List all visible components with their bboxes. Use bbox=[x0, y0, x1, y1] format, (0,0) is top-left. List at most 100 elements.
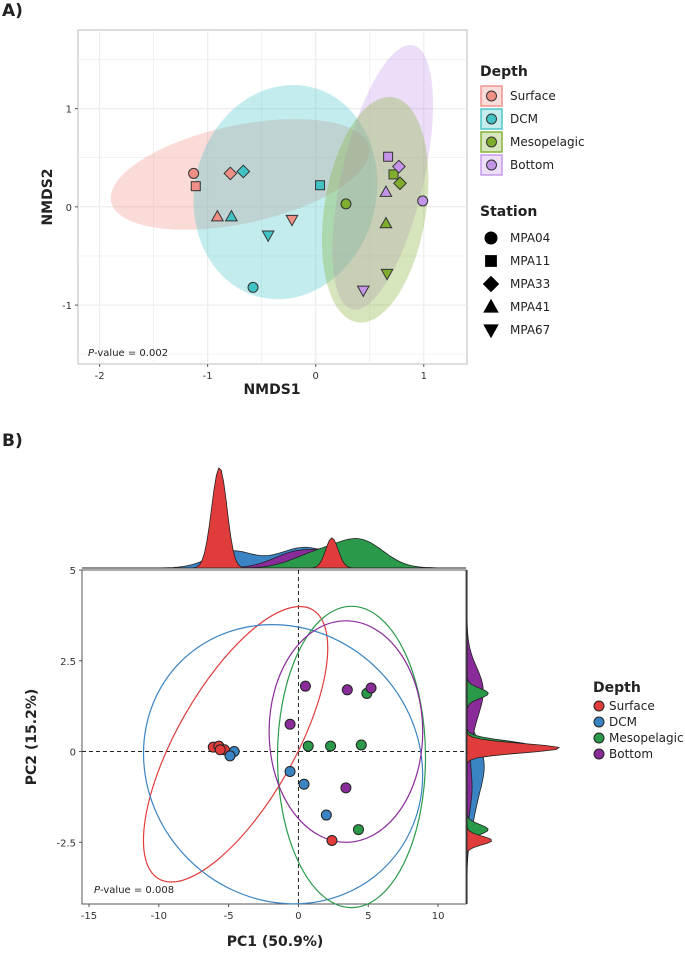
legend-marker-mesopelagic bbox=[486, 136, 497, 148]
y-tick-label: -1 bbox=[62, 301, 72, 312]
point-surface-mpa41 bbox=[210, 209, 224, 222]
panel-b: B) -15 -10 -5 0 5 10 -2.5 0 2.5 5 P-value = 0.008… bbox=[2, 431, 684, 950]
legend-shape-mpa41 bbox=[483, 298, 499, 313]
point-bottom-mpa11 bbox=[383, 151, 394, 162]
panel-a: A) -2 -1 0 1 -1 0 1 P-value = 0.002 NMDS1 NMDS… bbox=[2, 1, 585, 398]
legend-shape-mpa11 bbox=[485, 255, 497, 267]
point-bottom-mpa04 bbox=[417, 195, 429, 207]
ellipse-dcm bbox=[193, 84, 378, 300]
legend-label-bottom: Bottom bbox=[510, 158, 554, 172]
panel-b-legend: Depth Surface DCM Mesopelagic Bottom bbox=[593, 680, 684, 761]
y-tick-label: 0 bbox=[70, 748, 76, 759]
x-tick-label: -2 bbox=[95, 371, 105, 382]
panel-b-points bbox=[207, 680, 377, 846]
point-dcm-mpa41 bbox=[224, 209, 239, 222]
point-bottom bbox=[299, 680, 311, 692]
point-mesopelagic bbox=[302, 740, 314, 752]
legend-label-dcm: DCM bbox=[609, 715, 637, 729]
legend-shape-mpa33 bbox=[482, 275, 500, 293]
panel-a-legend-station-title: Station bbox=[480, 204, 537, 220]
point-dcm bbox=[320, 809, 332, 821]
panel-a-ylabel: NMDS2 bbox=[40, 168, 56, 225]
panel-a-ticks: -2 -1 0 1 -1 0 1 bbox=[62, 105, 427, 382]
y-tick-label: 0 bbox=[66, 203, 72, 214]
point-dcm bbox=[284, 765, 296, 777]
point-dcm-mpa33 bbox=[236, 164, 251, 179]
panel-b-xlabel: PC1 (50.9%) bbox=[227, 934, 324, 950]
ellipse-mesopelagic bbox=[276, 605, 427, 909]
panel-b-ylabel: PC2 (15.2%) bbox=[24, 689, 40, 786]
point-dcm-mpa11 bbox=[315, 180, 326, 191]
legend-label-mpa67: MPA67 bbox=[510, 323, 550, 337]
legend-marker-bottom bbox=[486, 159, 497, 171]
panel-a-legend-station: Station MPA04 MPA11 MPA33 MPA41 MPA67 bbox=[480, 204, 550, 339]
x-tick-label: 10 bbox=[432, 911, 445, 922]
legend-label-bottom: Bottom bbox=[609, 747, 653, 761]
x-tick-label: -1 bbox=[203, 371, 213, 382]
legend-marker-dcm bbox=[593, 716, 605, 728]
x-tick-label: 1 bbox=[421, 371, 427, 382]
point-mesopelagic-mpa41 bbox=[379, 216, 393, 229]
legend-marker-surface bbox=[486, 90, 497, 102]
x-tick-label: -10 bbox=[151, 911, 167, 922]
point-surface bbox=[326, 834, 338, 846]
point-surface-mpa04 bbox=[188, 167, 200, 179]
legend-label-mpa41: MPA41 bbox=[510, 300, 550, 314]
point-bottom bbox=[365, 682, 377, 694]
ellipse-bottom bbox=[332, 44, 434, 310]
legend-marker-dcm bbox=[486, 113, 497, 125]
y-tick-label: 5 bbox=[70, 566, 76, 577]
point-mesopelagic-mpa11 bbox=[388, 169, 399, 180]
y-tick-label: 2.5 bbox=[60, 657, 76, 668]
panel-b-top-density bbox=[82, 467, 466, 569]
panel-a-grid bbox=[78, 30, 467, 364]
legend-label-surface: Surface bbox=[510, 89, 556, 103]
panel-a-pvalue: P-value = 0.002 bbox=[88, 348, 168, 359]
y-tick-label: -2.5 bbox=[56, 838, 76, 849]
panel-b-label: B) bbox=[2, 431, 23, 451]
point-dcm bbox=[298, 778, 310, 790]
panel-a-points bbox=[188, 151, 429, 298]
legend-marker-surface bbox=[593, 700, 605, 712]
legend-label-mesopelagic: Mesopelagic bbox=[510, 135, 585, 149]
point-dcm-mpa04 bbox=[247, 281, 259, 293]
ellipse-dcm bbox=[142, 624, 424, 905]
point-dcm bbox=[224, 750, 236, 762]
panel-b-legend-title: Depth bbox=[593, 680, 641, 696]
point-mesopelagic-mpa33 bbox=[393, 176, 407, 191]
point-dcm-mpa67 bbox=[261, 230, 275, 243]
panel-a-legend-depth-title: Depth bbox=[480, 64, 528, 80]
x-tick-label: -15 bbox=[81, 911, 97, 922]
point-mesopelagic bbox=[355, 739, 367, 751]
ellipse-mesopelagic bbox=[321, 96, 429, 323]
legend-label-mpa33: MPA33 bbox=[510, 277, 550, 291]
point-bottom-mpa41 bbox=[379, 185, 393, 197]
point-mesopelagic bbox=[325, 740, 337, 752]
point-surface-mpa33 bbox=[223, 166, 238, 181]
legend-shape-mpa04 bbox=[484, 231, 498, 245]
panel-a-ellipses bbox=[110, 44, 434, 323]
point-surface-mpa11 bbox=[190, 181, 201, 192]
legend-label-mpa11: MPA11 bbox=[510, 254, 550, 268]
point-mesopelagic bbox=[352, 824, 364, 836]
point-mesopelagic-mpa04 bbox=[340, 198, 352, 210]
point-bottom bbox=[340, 782, 352, 794]
legend-label-mpa04: MPA04 bbox=[510, 231, 550, 245]
legend-label-mesopelagic: Mesopelagic bbox=[609, 731, 684, 745]
point-bottom-mpa67 bbox=[356, 285, 370, 298]
panel-b-ticks: -15 -10 -5 0 5 10 -2.5 0 2.5 5 bbox=[56, 566, 444, 922]
point-mesopelagic-mpa67 bbox=[380, 268, 394, 281]
x-tick-label: 5 bbox=[365, 911, 371, 922]
legend-label-dcm: DCM bbox=[510, 112, 538, 126]
legend-marker-mesopelagic bbox=[593, 732, 605, 744]
panel-a-label: A) bbox=[2, 1, 23, 21]
legend-label-surface: Surface bbox=[609, 699, 655, 713]
panel-b-pvalue: P-value = 0.008 bbox=[94, 885, 174, 896]
legend-shape-mpa67 bbox=[483, 324, 499, 339]
panel-b-plot-area bbox=[81, 569, 467, 905]
legend-marker-bottom bbox=[593, 748, 605, 760]
panel-b-reference-lines bbox=[82, 570, 466, 904]
panel-b-right-density bbox=[466, 570, 560, 904]
point-surface bbox=[214, 744, 226, 756]
